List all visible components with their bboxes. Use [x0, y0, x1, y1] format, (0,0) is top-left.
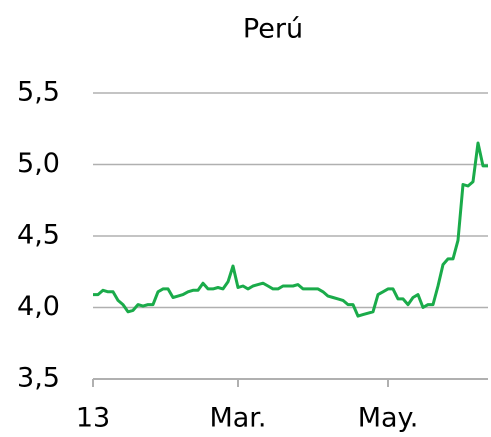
- series-line: [93, 141, 488, 318]
- chart-title: Perú: [243, 14, 303, 45]
- x-tick-label: May.: [358, 403, 419, 434]
- y-tick-label: 5,0: [17, 148, 60, 179]
- x-tick-label: 13: [76, 403, 110, 434]
- y-tick-label: 4,5: [17, 220, 60, 251]
- x-tick-label: Mar.: [209, 403, 266, 434]
- y-tick-label: 4,0: [17, 291, 60, 322]
- y-tick-label: 5,5: [17, 77, 60, 108]
- y-tick-label: 3,5: [17, 363, 60, 394]
